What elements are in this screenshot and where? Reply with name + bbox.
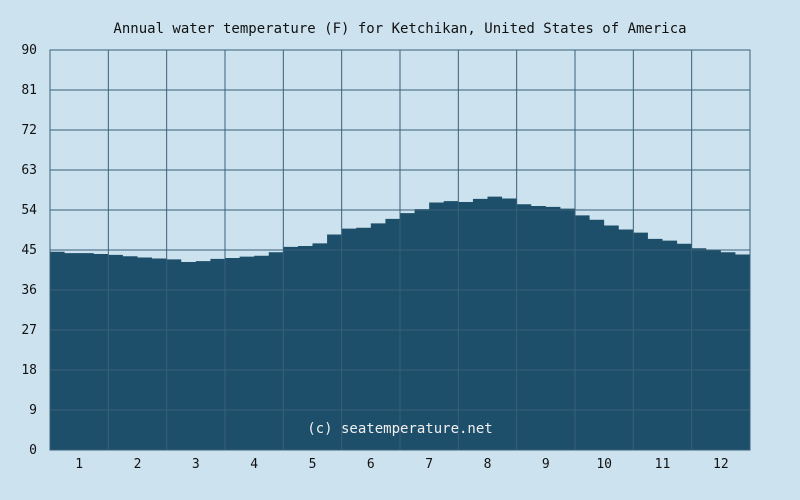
x-tick-label: 8 bbox=[484, 457, 492, 472]
y-tick-label: 18 bbox=[21, 363, 37, 378]
y-tick-label: 54 bbox=[21, 203, 37, 218]
y-tick-label: 63 bbox=[21, 163, 37, 178]
y-tick-label: 72 bbox=[21, 123, 37, 138]
x-tick-label: 10 bbox=[596, 457, 612, 472]
x-tick-label: 3 bbox=[192, 457, 200, 472]
x-tick-label: 11 bbox=[655, 457, 671, 472]
y-tick-label: 45 bbox=[21, 243, 37, 258]
y-tick-label: 81 bbox=[21, 83, 37, 98]
x-tick-label: 9 bbox=[542, 457, 550, 472]
watermark: (c) seatemperature.net bbox=[307, 421, 492, 437]
y-tick-label: 90 bbox=[21, 43, 37, 58]
y-axis-ticks: 0 9 18 27 36 45 54 63 72 81 90 bbox=[21, 43, 37, 458]
x-tick-label: 6 bbox=[367, 457, 375, 472]
chart-title: Annual water temperature (F) for Ketchik… bbox=[113, 21, 686, 37]
x-tick-label: 1 bbox=[75, 457, 83, 472]
x-tick-label: 5 bbox=[309, 457, 317, 472]
x-tick-label: 7 bbox=[425, 457, 433, 472]
y-tick-label: 0 bbox=[29, 443, 37, 458]
x-tick-label: 2 bbox=[134, 457, 142, 472]
y-tick-label: 36 bbox=[21, 283, 37, 298]
y-tick-label: 27 bbox=[21, 323, 37, 338]
x-tick-label: 4 bbox=[250, 457, 258, 472]
y-tick-label: 9 bbox=[29, 403, 37, 418]
plot-frame bbox=[49, 49, 751, 451]
x-axis-ticks: 1 2 3 4 5 6 7 8 9 10 11 12 bbox=[75, 457, 728, 472]
x-tick-label: 12 bbox=[713, 457, 729, 472]
